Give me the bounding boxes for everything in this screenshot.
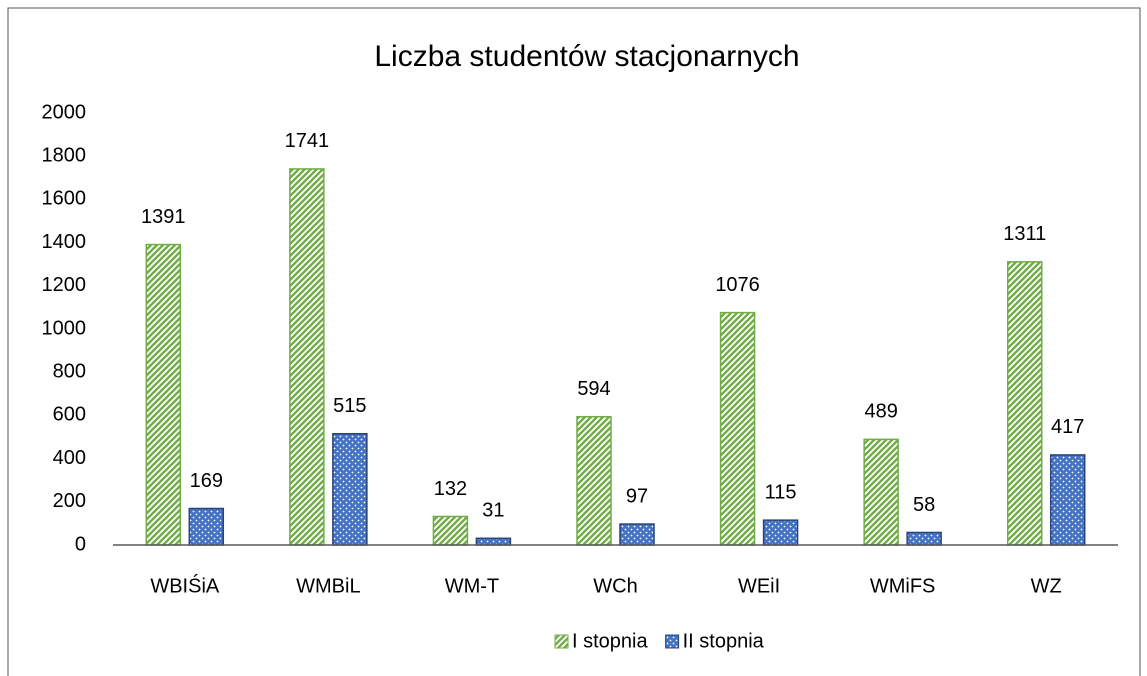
bar	[475, 537, 512, 546]
y-tick-label: 400	[53, 447, 86, 469]
y-tick-label: 1600	[42, 188, 87, 210]
bar	[1006, 261, 1043, 546]
y-tick-label: 1800	[42, 144, 87, 166]
bar	[719, 311, 756, 546]
data-label: 1741	[285, 130, 330, 152]
chart-frame	[7, 7, 1141, 676]
data-label: 31	[482, 500, 504, 522]
bar	[1049, 454, 1086, 546]
data-label: 417	[1051, 416, 1084, 438]
legend-label: I stopnia	[572, 630, 648, 652]
x-tick-label: WEiI	[738, 575, 780, 597]
legend-label: II stopnia	[683, 630, 765, 652]
data-label: 1076	[715, 274, 760, 296]
data-label: 489	[864, 401, 897, 423]
y-tick-label: 1200	[42, 274, 87, 296]
y-tick-label: 1000	[42, 317, 87, 339]
legend-swatch	[554, 634, 569, 649]
data-label: 58	[913, 494, 935, 516]
bar	[906, 531, 942, 546]
data-label: 1391	[141, 206, 186, 228]
bar	[619, 523, 655, 546]
y-tick-label: 1400	[42, 231, 87, 253]
bar	[762, 519, 799, 546]
y-tick-label: 0	[75, 533, 86, 555]
data-label: 515	[333, 395, 366, 417]
data-label: 115	[765, 481, 797, 503]
data-label: 97	[626, 485, 648, 507]
bar	[576, 415, 612, 546]
x-tick-label: WM-T	[445, 575, 499, 597]
bar	[188, 507, 225, 546]
y-tick-label: 800	[53, 360, 86, 382]
y-tick-label: 600	[53, 404, 86, 426]
x-tick-label: WZ	[1031, 575, 1062, 597]
bar	[145, 243, 182, 546]
bar	[289, 168, 325, 546]
legend-swatch	[665, 634, 680, 649]
bar	[432, 515, 469, 546]
x-tick-label: WBIŚiA	[150, 573, 220, 597]
x-tick-label: WMiFS	[870, 575, 936, 597]
x-tick-label: WMBiL	[296, 575, 360, 597]
bar	[863, 438, 899, 546]
y-tick-label: 2000	[42, 101, 87, 123]
data-label: 132	[434, 478, 467, 500]
x-tick-label: WCh	[593, 575, 637, 597]
chart-title: Liczba studentów stacjonarnych	[374, 40, 799, 73]
data-label: 594	[577, 378, 610, 400]
data-label: 169	[190, 470, 223, 492]
y-tick-label: 200	[53, 490, 86, 512]
data-label: 1311	[1003, 223, 1046, 245]
bar	[332, 433, 368, 546]
